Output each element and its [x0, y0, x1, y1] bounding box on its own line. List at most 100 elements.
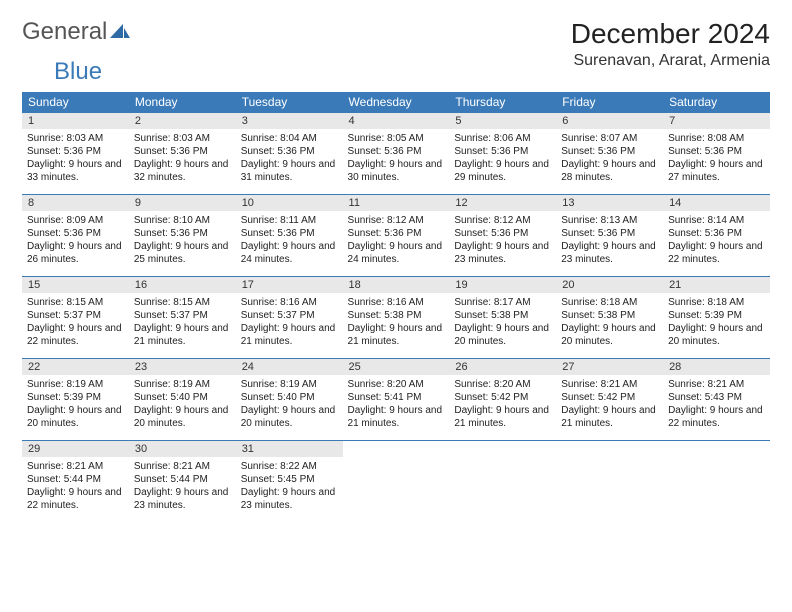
sunset-text: Sunset: 5:36 PM	[454, 146, 528, 157]
day-number: 4	[343, 113, 450, 129]
day-number: 19	[449, 277, 556, 293]
sunset-text: Sunset: 5:36 PM	[241, 146, 315, 157]
day-number: 18	[343, 277, 450, 293]
day-details: Sunrise: 8:12 AMSunset: 5:36 PMDaylight:…	[343, 211, 450, 269]
day-number: 11	[343, 195, 450, 211]
calendar-day-cell: 16Sunrise: 8:15 AMSunset: 5:37 PMDayligh…	[129, 277, 236, 359]
sunrise-text: Sunrise: 8:16 AM	[241, 297, 317, 308]
calendar-day-cell: 13Sunrise: 8:13 AMSunset: 5:36 PMDayligh…	[556, 195, 663, 277]
day-details: Sunrise: 8:22 AMSunset: 5:45 PMDaylight:…	[236, 457, 343, 515]
calendar-day-cell: 11Sunrise: 8:12 AMSunset: 5:36 PMDayligh…	[343, 195, 450, 277]
day-number: 31	[236, 441, 343, 457]
day-number: 9	[129, 195, 236, 211]
sunset-text: Sunset: 5:36 PM	[27, 228, 101, 239]
calendar-week-row: 22 Sunrise: 8:19 AM Sunset: 5:39 PM Dayligh…	[22, 359, 770, 441]
daylight-text: Daylight: 9 hours and 22 minutes.	[27, 487, 122, 511]
calendar-day-cell: 15Sunrise: 8:15 AMSunset: 5:37 PMDayligh…	[22, 277, 129, 359]
calendar-day-cell: 1Sunrise: 8:03 AMSunset: 5:36 PMDaylight…	[22, 113, 129, 195]
day-number: 30	[129, 441, 236, 457]
daylight-text: Daylight: 9 hours and 32 minutes.	[134, 159, 229, 183]
day-details: Sunrise: 8:12 AMSunset: 5:36 PMDaylight:…	[449, 211, 556, 269]
calendar-day-cell: 6 Sunrise: 8:07 AM Sunset: 5:36 PM Daylight…	[556, 113, 663, 195]
sunrise-text: Sunrise: 8:07 AM	[561, 133, 637, 144]
sunrise-text: Sunrise: 8:19 AM	[27, 379, 103, 390]
brand-part2: Blue	[54, 58, 102, 85]
calendar-day-cell: 18Sunrise: 8:16 AMSunset: 5:38 PMDayligh…	[343, 277, 450, 359]
day-number: 6	[556, 113, 663, 129]
sunset-text: Sunset: 5:36 PM	[668, 228, 742, 239]
daylight-text: Daylight: 9 hours and 20 minutes.	[241, 405, 336, 429]
calendar-day-cell: 20Sunrise: 8:18 AMSunset: 5:38 PMDayligh…	[556, 277, 663, 359]
calendar-day-cell: 28Sunrise: 8:21 AMSunset: 5:43 PMDayligh…	[663, 359, 770, 441]
day-details: Sunrise: 8:21 AMSunset: 5:43 PMDaylight:…	[663, 375, 770, 433]
sunrise-text: Sunrise: 8:22 AM	[241, 461, 317, 472]
daylight-text: Daylight: 9 hours and 23 minutes.	[454, 241, 549, 265]
daylight-text: Daylight: 9 hours and 20 minutes.	[561, 323, 656, 347]
sunset-text: Sunset: 5:41 PM	[348, 392, 422, 403]
brand-part1: General	[22, 18, 107, 46]
sunrise-text: Sunrise: 8:19 AM	[241, 379, 317, 390]
sunset-text: Sunset: 5:38 PM	[454, 310, 528, 321]
day-number: 20	[556, 277, 663, 293]
day-details: Sunrise: 8:14 AMSunset: 5:36 PMDaylight:…	[663, 211, 770, 269]
sunrise-text: Sunrise: 8:21 AM	[561, 379, 637, 390]
daylight-text: Daylight: 9 hours and 20 minutes.	[134, 405, 229, 429]
calendar-day-cell: 4Sunrise: 8:05 AMSunset: 5:36 PMDaylight…	[343, 113, 450, 195]
day-number: 22	[22, 359, 129, 375]
sunrise-text: Sunrise: 8:03 AM	[134, 133, 210, 144]
sunset-text: Sunset: 5:36 PM	[561, 146, 635, 157]
sunrise-text: Sunrise: 8:21 AM	[27, 461, 103, 472]
day-number: 13	[556, 195, 663, 211]
sunrise-text: Sunrise: 8:21 AM	[134, 461, 210, 472]
weekday-header: Thursday	[449, 92, 556, 113]
calendar-day-cell: 27Sunrise: 8:21 AMSunset: 5:42 PMDayligh…	[556, 359, 663, 441]
day-details: Sunrise: 8:08 AMSunset: 5:36 PMDaylight:…	[663, 129, 770, 187]
day-details: Sunrise: 8:19 AMSunset: 5:39 PMDaylight:…	[22, 375, 129, 433]
sunrise-text: Sunrise: 8:11 AM	[241, 215, 316, 226]
sunrise-text: Sunrise: 8:13 AM	[561, 215, 637, 226]
day-details: Sunrise: 8:21 AMSunset: 5:44 PMDaylight:…	[129, 457, 236, 515]
calendar-day-cell: ..	[449, 441, 556, 523]
sunset-text: Sunset: 5:36 PM	[27, 146, 101, 157]
daylight-text: Daylight: 9 hours and 23 minutes.	[134, 487, 229, 511]
day-number: 3	[236, 113, 343, 129]
sunrise-text: Sunrise: 8:06 AM	[454, 133, 530, 144]
day-details: Sunrise: 8:19 AMSunset: 5:40 PMDaylight:…	[129, 375, 236, 433]
sunrise-text: Sunrise: 8:08 AM	[668, 133, 744, 144]
calendar-day-cell: 2 Sunrise: 8:03 AM Sunset: 5:36 PM Daylight…	[129, 113, 236, 195]
sunrise-text: Sunrise: 8:20 AM	[454, 379, 530, 390]
day-number: 17	[236, 277, 343, 293]
weekday-header: Wednesday	[343, 92, 450, 113]
sunrise-text: Sunrise: 8:04 AM	[241, 133, 317, 144]
calendar-day-cell: 31Sunrise: 8:22 AMSunset: 5:45 PMDayligh…	[236, 441, 343, 523]
brand-sail-icon	[109, 23, 131, 41]
daylight-text: Daylight: 9 hours and 33 minutes.	[27, 159, 122, 183]
calendar-week-row: 29Sunrise: 8:21 AMSunset: 5:44 PMDayligh…	[22, 441, 770, 523]
daylight-text: Daylight: 9 hours and 21 minutes.	[348, 323, 443, 347]
daylight-text: Daylight: 9 hours and 22 minutes.	[27, 323, 122, 347]
day-details: Sunrise: 8:21 AM Sunset: 5:44 PM Daylight:…	[22, 457, 129, 515]
day-details: Sunrise: 8:17 AMSunset: 5:38 PMDaylight:…	[449, 293, 556, 351]
sunrise-text: Sunrise: 8:12 AM	[348, 215, 424, 226]
brand-logo: General	[22, 18, 131, 46]
day-number: 2	[129, 113, 236, 129]
sunset-text: Sunset: 5:36 PM	[134, 228, 208, 239]
daylight-text: Daylight: 9 hours and 28 minutes.	[561, 159, 656, 183]
sunset-text: Sunset: 5:39 PM	[668, 310, 742, 321]
day-details: Sunrise: 8:20 AMSunset: 5:42 PMDaylight:…	[449, 375, 556, 433]
sunrise-text: Sunrise: 8:19 AM	[134, 379, 210, 390]
calendar-day-cell: 26Sunrise: 8:20 AMSunset: 5:42 PMDayligh…	[449, 359, 556, 441]
sunset-text: Sunset: 5:39 PM	[27, 392, 101, 403]
calendar-day-cell: 3 Sunrise: 8:04 AM Sunset: 5:36 PM Daylight…	[236, 113, 343, 195]
daylight-text: Daylight: 9 hours and 25 minutes.	[134, 241, 229, 265]
calendar-day-cell: 12Sunrise: 8:12 AMSunset: 5:36 PMDayligh…	[449, 195, 556, 277]
day-details: Sunrise: 8:03 AMSunset: 5:36 PMDaylight:…	[22, 129, 129, 187]
sunset-text: Sunset: 5:45 PM	[241, 474, 315, 485]
day-number: 21	[663, 277, 770, 293]
day-details: Sunrise: 8:21 AMSunset: 5:42 PMDaylight:…	[556, 375, 663, 433]
calendar-day-cell: 19Sunrise: 8:17 AMSunset: 5:38 PMDayligh…	[449, 277, 556, 359]
daylight-text: Daylight: 9 hours and 31 minutes.	[241, 159, 336, 183]
sunset-text: Sunset: 5:36 PM	[134, 146, 208, 157]
sunset-text: Sunset: 5:44 PM	[27, 474, 101, 485]
daylight-text: Daylight: 9 hours and 30 minutes.	[348, 159, 443, 183]
